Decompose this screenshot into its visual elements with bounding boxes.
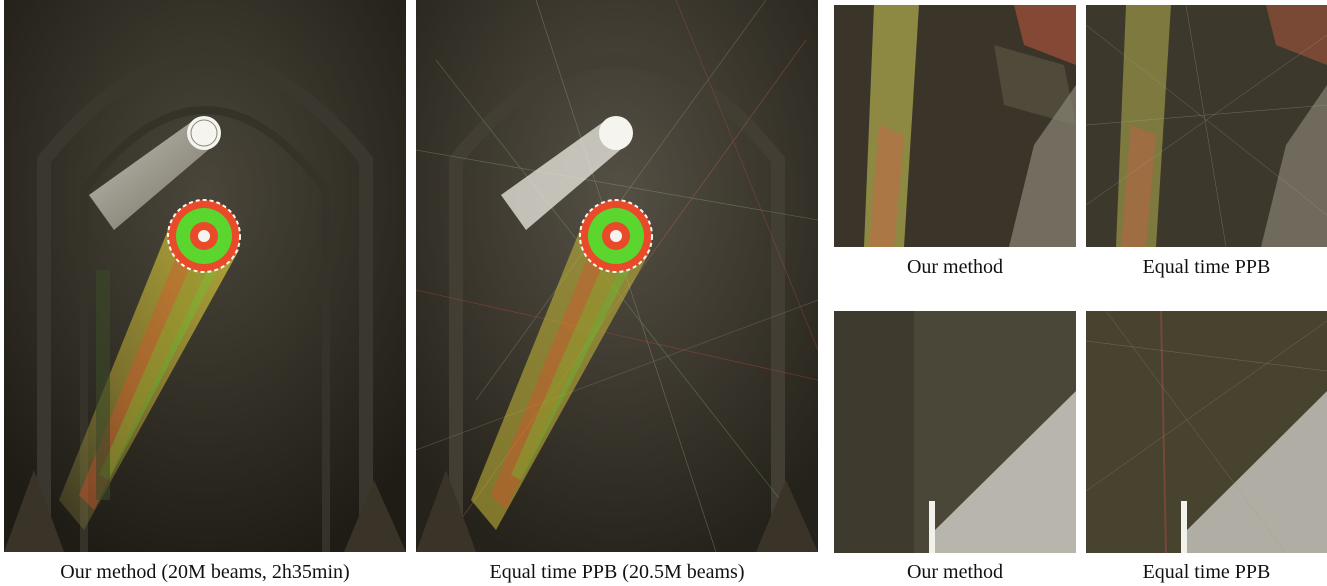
render-equal-time-ppb	[416, 0, 818, 552]
crop-image	[834, 5, 1076, 247]
crop-bottom-our-method	[834, 311, 1076, 553]
crop-bottom-equal-time-ppb	[1086, 311, 1327, 553]
crop-image	[1086, 5, 1327, 247]
render-our-method	[4, 0, 406, 552]
crop-top-our-method	[834, 5, 1076, 247]
crop-top-equal-time-ppb	[1086, 5, 1327, 247]
caption-crop-top-ppb: Equal time PPB	[1142, 256, 1271, 278]
cathedral-render-image	[416, 0, 818, 552]
caption-crop-bottom-ppb: Equal time PPB	[1142, 561, 1271, 583]
crop-image	[1086, 311, 1327, 553]
crop-image	[834, 311, 1076, 553]
caption-crop-bottom-ours: Our method	[906, 561, 1004, 583]
caption-main-ppb: Equal time PPB (20.5M beams)	[489, 561, 745, 583]
caption-crop-top-ours: Our method	[906, 256, 1004, 278]
cathedral-render-image	[4, 0, 406, 552]
caption-main-ours: Our method (20M beams, 2h35min)	[60, 561, 350, 583]
